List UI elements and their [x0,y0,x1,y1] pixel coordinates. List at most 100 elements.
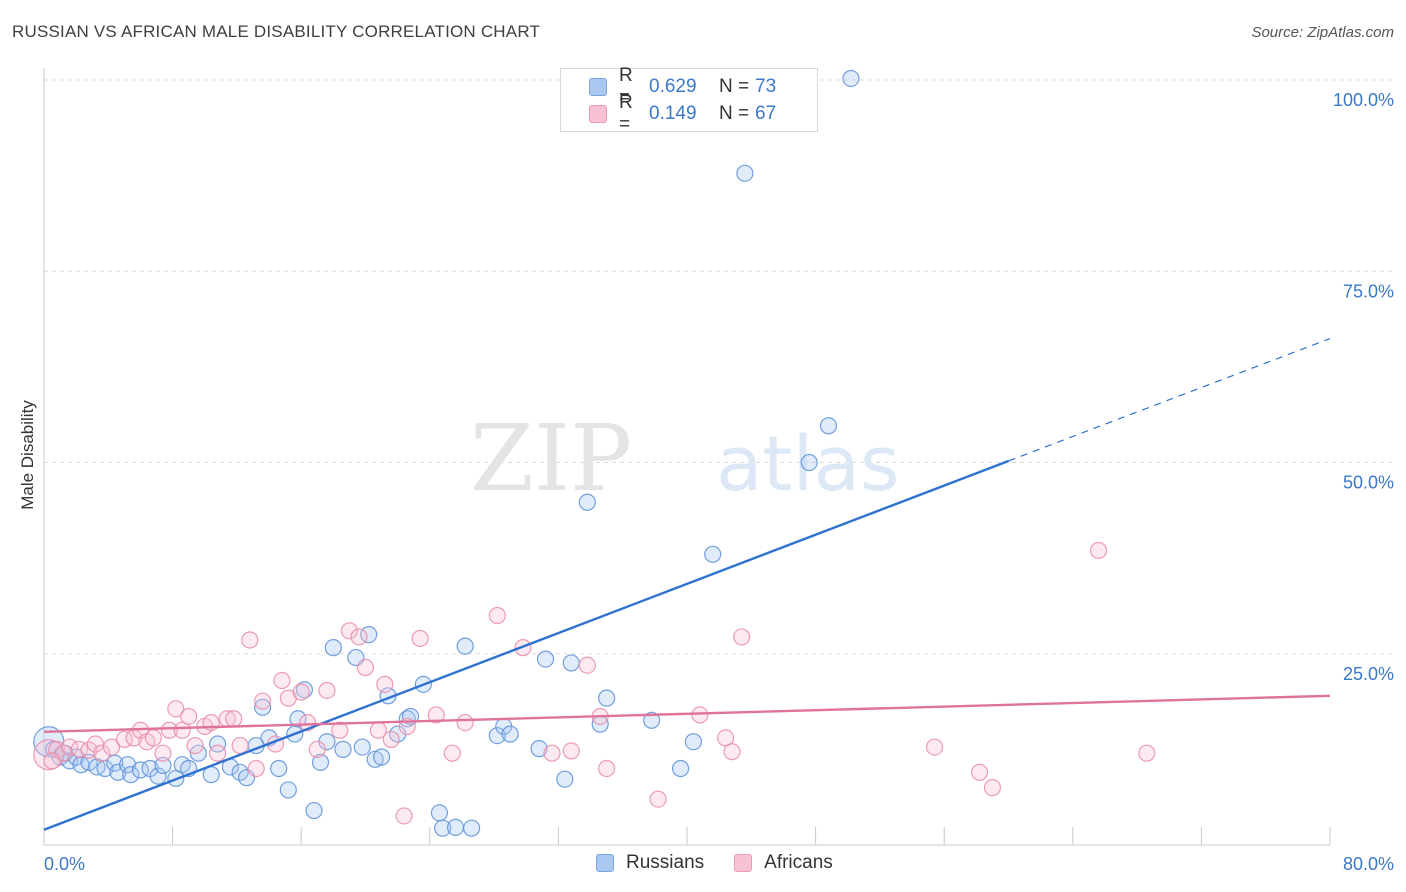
africans-point [382,730,400,749]
r-label: R = [619,92,633,135]
russians-point [279,781,297,799]
africans-point [456,713,474,732]
africans-point [292,683,310,701]
chart-title: RUSSIAN VS AFRICAN MALE DISABILITY CORRE… [12,22,541,41]
africans-point [356,658,375,677]
n-value: 73 [755,76,777,97]
africans-point [716,729,735,747]
africans-point [86,735,105,753]
watermark: ZIP atlas [470,405,900,512]
watermark-atlas: atlas [716,419,900,508]
y-tick-label: 75.0% [1343,281,1394,301]
russians-point [118,756,137,774]
russians-point [456,637,474,655]
africans-point [578,656,596,674]
legend-label-africans: Africans [764,852,833,873]
africans-point [308,740,326,758]
africans-point [443,744,461,762]
y-tick-label: 50.0% [1343,473,1394,493]
russians-point [372,748,391,766]
stats-row-africans: R = 0.149 N = 67 [561,92,777,135]
africans-point [225,710,243,728]
africans-point [209,744,227,762]
africans-point [543,744,561,762]
r-value: 0.629 [649,76,697,97]
stats-legend: R = 0.629 N = 73 R = 0.149 N = 67 [560,65,818,135]
russians-point [704,545,722,563]
africans-point [488,606,506,625]
trend-layer [43,338,1331,831]
africans-point [160,721,178,739]
africans-point [1089,541,1108,560]
n-value: 67 [755,103,777,124]
russians-point [800,453,818,472]
russians-point [530,740,548,758]
legend-item-africans[interactable]: Africans [734,852,833,874]
africans-point [154,744,172,762]
russians-point [305,801,323,820]
russians-point [209,735,227,753]
russians-point [353,738,371,756]
africans-point [180,707,198,726]
series-legend: Russians Africans [596,852,863,874]
r-value: 0.149 [649,103,697,124]
chart-source: Source: ZipAtlas.com [1251,24,1394,41]
africans-point [247,759,265,778]
russians-point [106,754,124,772]
russians-point [324,639,342,657]
africans-point [318,681,336,700]
africans-point [970,763,989,781]
africans-point [340,622,359,640]
n-label: N = [719,103,750,124]
legend-item-russians[interactable]: Russians [596,852,704,874]
russians-point [556,770,574,788]
africans-point [241,631,259,649]
russians-trendline [43,459,1009,831]
tick-label-layer: 25.0% 50.0% 75.0% 100.0% 0.0% 80.0% [44,90,1394,874]
africans-point [723,743,741,761]
africans-point [925,738,944,756]
russians-legend-swatch [596,854,614,872]
africans-point [1138,744,1156,762]
russians-point [289,710,307,728]
russians-point [334,740,352,758]
africans-trendline [43,694,1331,733]
russians-point [671,759,690,778]
africans-point [102,738,121,756]
africans-point [649,790,667,808]
russians-point [311,753,330,771]
russians-point [122,766,140,784]
africans-point [331,721,349,739]
africans-point [273,671,291,690]
africans-point [167,700,185,718]
africans-point [93,744,111,762]
watermark-zip: ZIP [470,405,632,512]
russians-point [819,417,838,435]
russians-point [446,818,465,837]
y-tick-label: 100.0% [1333,90,1394,110]
africans-point [186,736,204,755]
russians-point [536,650,555,668]
africans-point [43,752,61,770]
russians-point [434,819,452,837]
grid-layer [44,79,1394,655]
russians-point [154,756,172,775]
russians-point [501,725,519,743]
africans-point [983,779,1002,797]
africans-point [411,629,429,648]
russians-point [842,69,860,88]
russians-point [80,753,98,771]
africans-point [562,742,580,760]
africans-point [395,807,413,825]
russians-trendline-extension [1008,338,1331,462]
russians-point [562,654,580,672]
africans-point [376,675,394,693]
r-label: R = [619,65,633,108]
russians-point [430,804,449,822]
x-tick-label: 0.0% [44,854,85,874]
africans-point [254,692,272,710]
russians-point [270,759,288,778]
russians-point [462,819,481,837]
africans-point [350,628,368,646]
